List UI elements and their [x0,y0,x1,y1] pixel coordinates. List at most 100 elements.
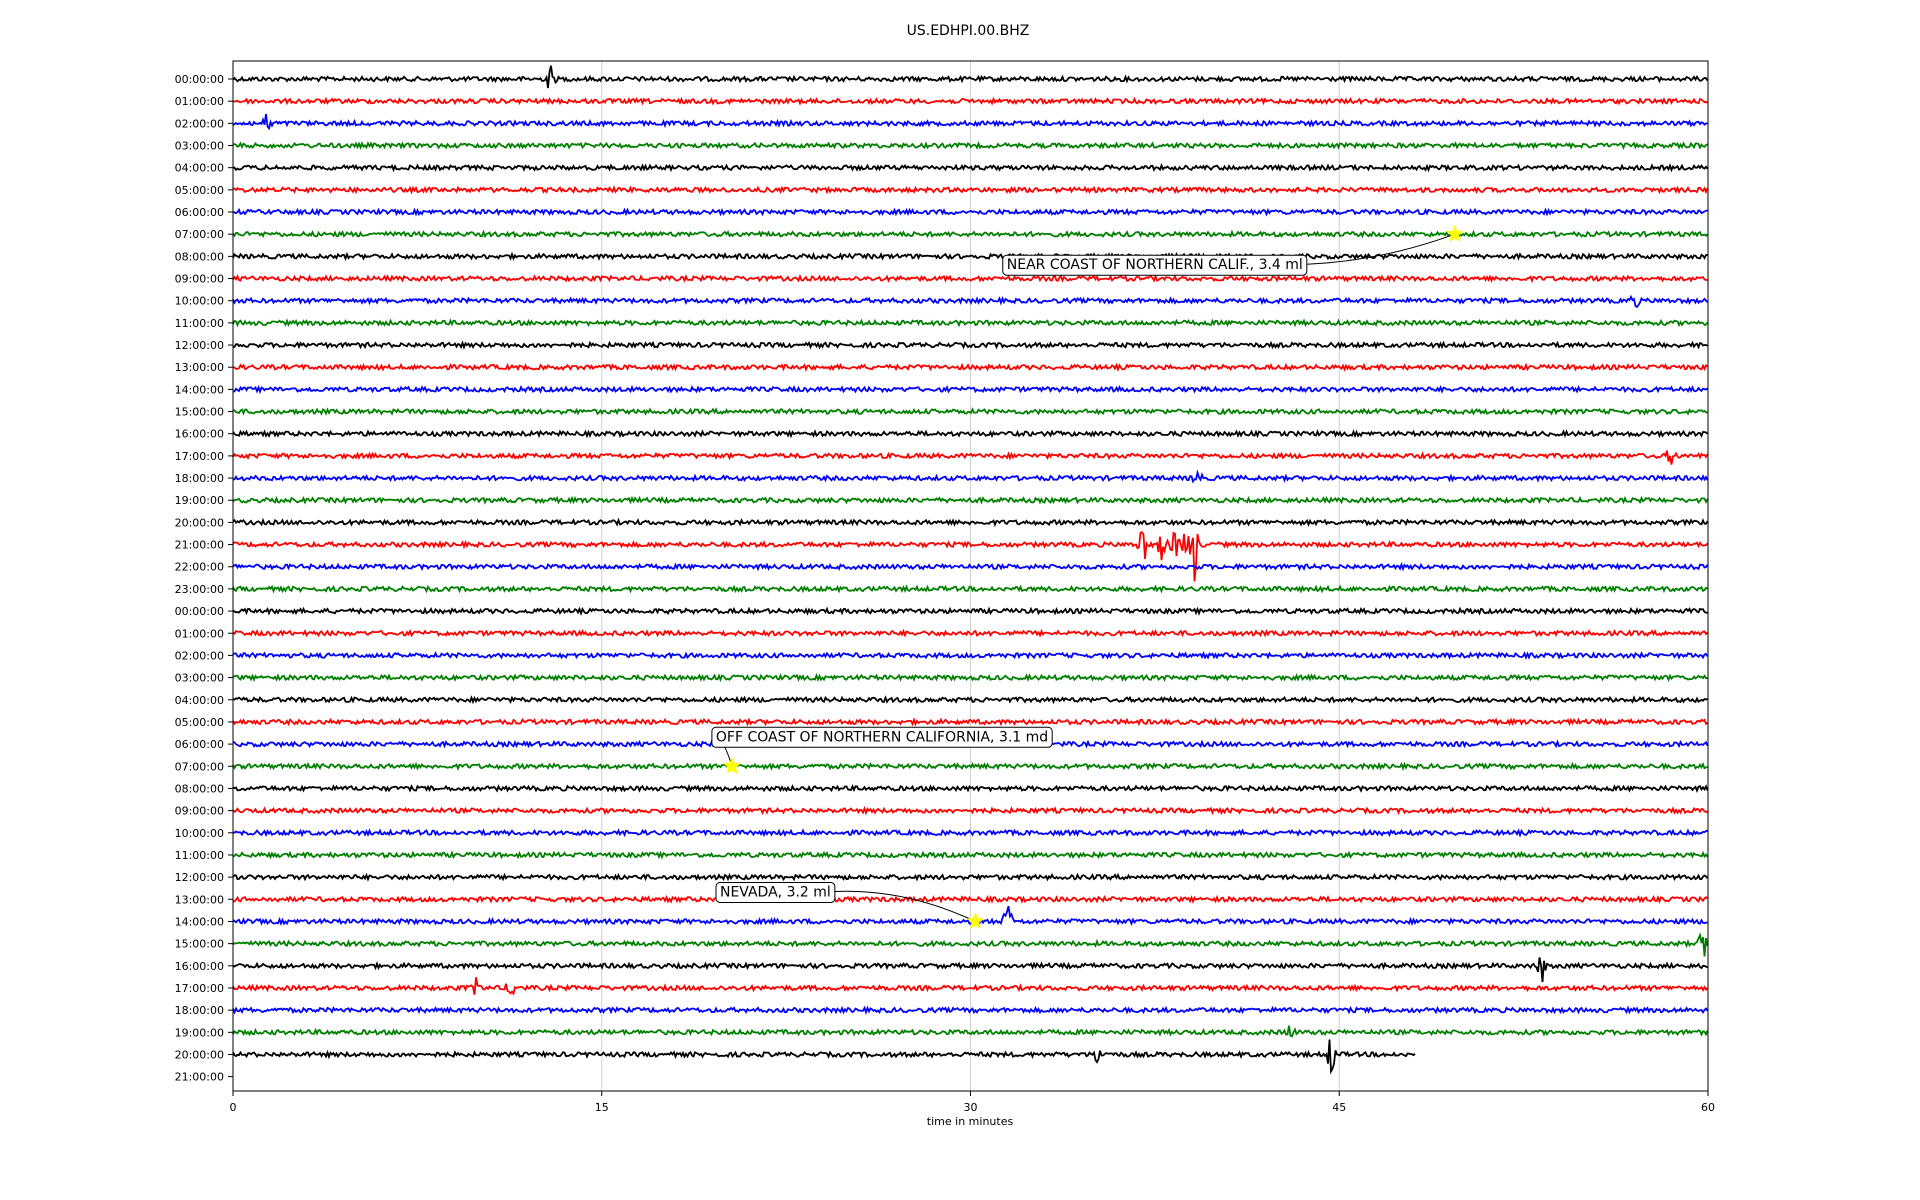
trace-row-18 [233,469,1709,484]
trace-row-1 [232,96,1709,106]
y-tick-label: 07:00:00 [175,228,224,241]
y-tick-label: 09:00:00 [175,805,224,818]
event-connector [834,890,976,922]
y-tick-label: 02:00:00 [175,117,224,130]
trace-row-29 [232,717,1709,727]
y-tick-label: 11:00:00 [175,317,224,330]
trace-row-31 [232,761,1708,772]
event-label-box [715,881,836,903]
event-annotation: NEAR COAST OF NORTHERN CALIF., 3.4 ml [1002,224,1464,276]
y-tick-label: 22:00:00 [175,561,224,574]
trace-row-23 [232,584,1708,594]
trace-row-39 [232,932,1709,957]
y-tick-label: 03:00:00 [175,140,224,153]
trace-row-28 [232,695,1708,705]
y-tick-label: 23:00:00 [175,583,224,596]
event-label: NEVADA, 3.2 ml [720,884,831,900]
y-tick-label: 06:00:00 [175,738,224,751]
event-star [966,912,985,929]
y-tick-label: 12:00:00 [175,871,224,884]
trace-row-9 [232,273,1708,284]
traces [232,65,1709,1075]
trace-row-34 [232,828,1708,838]
trace-row-22 [232,561,1709,572]
x-tick-label: 45 [1332,1101,1346,1114]
trace-row-17 [232,450,1709,465]
y-tick-label: 07:00:00 [175,760,224,773]
y-tick-label: 20:00:00 [175,516,224,529]
event-star [723,757,741,774]
y-tick-label: 16:00:00 [175,960,224,973]
event-star [1445,224,1464,242]
y-tick-label: 21:00:00 [175,1071,224,1084]
y-tick-label: 10:00:00 [175,295,224,308]
event-label: OFF COAST OF NORTHERN CALIFORNIA, 3.1 md [716,729,1048,745]
y-tick-label: 05:00:00 [175,716,224,729]
trace-row-24 [232,606,1708,617]
trace-row-7 [232,229,1709,239]
trace-row-35 [232,850,1709,860]
trace-row-16 [232,429,1709,439]
trace-row-38 [232,905,1708,927]
x-tick-label: 0 [230,1101,237,1114]
chart-title: US.EDHPI.00.BHZ [907,23,1030,39]
y-tick-labels: 00:00:00 01:00:00 02:00:00 03:00:00 04:00:00… [175,73,233,1084]
y-tick-label: 13:00:00 [175,893,224,906]
trace-row-19 [232,495,1709,505]
trace-row-27 [232,672,1708,683]
trace-row-4 [232,162,1709,173]
y-tick-label: 01:00:00 [175,627,224,640]
trace-row-2 [232,113,1708,131]
y-tick-label: 13:00:00 [175,361,224,374]
trace-row-32 [232,783,1709,794]
trace-row-14 [232,384,1709,395]
x-axis: 0 15 30 45 60 [230,1091,1715,1114]
trace-row-13 [233,362,1709,373]
y-tick-label: 15:00:00 [175,938,224,951]
trace-row-43 [232,1025,1709,1038]
y-tick-label: 01:00:00 [175,95,224,108]
plot-frame [232,60,1709,1092]
y-tick-label: 03:00:00 [175,672,224,685]
trace-row-42 [232,1005,1709,1016]
y-tick-label: 06:00:00 [175,206,224,219]
event-connector [1306,233,1455,265]
y-tick-label: 08:00:00 [175,250,224,263]
y-tick-label: 04:00:00 [175,162,224,175]
grid-lines [601,61,1340,1091]
trace-row-36 [232,872,1709,882]
y-tick-label: 21:00:00 [175,539,224,552]
y-tick-label: 17:00:00 [175,450,224,463]
y-tick-label: 09:00:00 [175,273,224,286]
y-tick-label: 04:00:00 [175,694,224,707]
y-tick-label: 14:00:00 [175,383,224,396]
x-tick-label: 30 [964,1101,978,1114]
event-annotation: NEVADA, 3.2 ml [715,881,985,929]
trace-row-6 [232,207,1708,217]
trace-row-21 [232,531,1709,582]
y-tick-label: 08:00:00 [175,782,224,795]
event-annotations: NEAR COAST OF NORTHERN CALIF., 3.4 ml OFF… [711,224,1464,929]
y-tick-label: 18:00:00 [175,472,224,485]
y-tick-label: 10:00:00 [175,827,224,840]
y-tick-label: 12:00:00 [175,339,224,352]
y-tick-label: 18:00:00 [175,1004,224,1017]
trace-row-15 [232,407,1708,416]
y-tick-label: 15:00:00 [175,406,224,419]
event-annotation: OFF COAST OF NORTHERN CALIFORNIA, 3.1 md [711,726,1053,774]
trace-row-41 [232,977,1709,996]
trace-row-10 [232,294,1709,309]
event-label-box [711,726,1053,748]
y-tick-label: 19:00:00 [175,1026,224,1039]
y-tick-label: 00:00:00 [175,605,224,618]
trace-row-5 [232,185,1709,195]
y-tick-label: 19:00:00 [175,494,224,507]
trace-row-3 [232,141,1708,151]
x-tick-label: 15 [595,1101,609,1114]
event-label-box [1002,254,1308,276]
trace-row-26 [232,650,1709,661]
x-tick-label: 60 [1701,1101,1715,1114]
trace-row-12 [233,340,1708,350]
trace-row-0 [232,65,1709,89]
trace-row-33 [232,805,1709,816]
